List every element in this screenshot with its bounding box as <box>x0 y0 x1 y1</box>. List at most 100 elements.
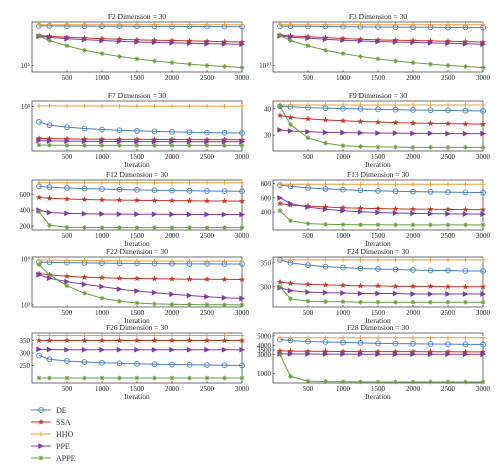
x-tick-label: 3000 <box>476 309 491 317</box>
data-point <box>64 346 71 353</box>
data-point <box>276 200 284 207</box>
x-axis-label: Iteration <box>365 160 391 169</box>
data-point <box>169 39 176 46</box>
data-point <box>375 188 381 194</box>
subplot-title: F3 Dimension = 30 <box>349 12 407 21</box>
data-point <box>480 211 487 218</box>
data-point <box>375 144 381 150</box>
data-point <box>47 272 52 278</box>
data-point <box>392 205 399 212</box>
data-point <box>445 299 451 305</box>
data-point <box>169 138 176 145</box>
data-point <box>357 265 364 272</box>
data-point <box>222 225 227 231</box>
data-point <box>480 299 486 305</box>
data-point <box>410 222 416 228</box>
data-point <box>410 181 416 187</box>
data-point <box>64 185 70 191</box>
data-point <box>187 258 192 264</box>
data-point <box>340 102 346 108</box>
data-point <box>340 37 347 44</box>
data-point <box>462 107 469 114</box>
series-ppe <box>36 33 246 48</box>
data-point <box>392 351 399 358</box>
data-point <box>99 375 105 381</box>
data-point <box>169 187 175 194</box>
data-point <box>305 22 311 28</box>
data-point <box>277 127 284 133</box>
data-point <box>134 138 141 145</box>
y-tick-label: 10³ <box>21 301 30 309</box>
data-point <box>428 299 433 305</box>
data-point <box>358 299 363 305</box>
data-point <box>357 282 364 289</box>
data-point <box>410 60 416 66</box>
y-tick-label: 10¹⁰ <box>259 62 271 70</box>
data-point <box>81 359 88 365</box>
x-tick-label: 1500 <box>371 309 386 317</box>
data-point <box>445 257 451 263</box>
data-point <box>410 379 416 385</box>
data-point <box>409 205 417 212</box>
data-point <box>168 337 176 344</box>
data-point <box>82 47 87 53</box>
data-point <box>340 129 347 136</box>
data-point <box>445 335 451 341</box>
x-tick-label: 2500 <box>200 232 215 240</box>
data-point <box>305 102 311 108</box>
data-point <box>151 337 158 344</box>
data-point <box>463 222 468 228</box>
data-point <box>393 144 398 150</box>
data-point <box>462 189 469 196</box>
data-point <box>239 225 245 231</box>
data-point <box>221 337 228 344</box>
data-point <box>187 225 192 231</box>
data-point <box>239 143 245 148</box>
data-point <box>64 43 70 49</box>
data-point <box>358 181 363 187</box>
data-point <box>480 291 487 297</box>
data-point <box>152 301 157 307</box>
data-point <box>277 33 283 38</box>
data-point <box>81 273 88 280</box>
data-point <box>99 211 106 217</box>
data-point <box>81 337 88 344</box>
data-point <box>82 103 87 109</box>
data-point <box>445 222 451 228</box>
data-point <box>375 379 381 385</box>
data-point <box>46 337 53 344</box>
data-point <box>463 257 468 263</box>
data-point <box>133 196 141 204</box>
data-point <box>357 351 364 358</box>
series-ssa <box>35 337 246 344</box>
data-point <box>204 22 210 28</box>
data-point <box>339 348 347 355</box>
x-tick-label: 3000 <box>235 385 250 393</box>
data-point <box>47 257 52 263</box>
subplot-title: F12 Dimension = 30 <box>106 170 168 179</box>
data-point <box>375 222 381 228</box>
data-point <box>480 22 486 28</box>
data-point <box>239 375 245 381</box>
data-point <box>393 299 398 305</box>
data-point <box>305 289 312 295</box>
y-tick-label: 30 <box>264 132 272 140</box>
data-point <box>287 200 294 207</box>
data-point <box>99 359 105 366</box>
x-tick-label: 1000 <box>95 74 110 82</box>
data-point <box>323 22 328 28</box>
data-point <box>410 351 417 358</box>
data-point <box>479 283 487 290</box>
data-point <box>462 40 469 47</box>
subplot-title: F28 Dimension = 30 <box>347 323 409 332</box>
data-point <box>410 188 416 195</box>
data-point <box>340 379 346 385</box>
data-point <box>410 130 417 137</box>
data-point <box>375 266 381 272</box>
data-point <box>169 22 175 28</box>
legend-marker <box>38 443 45 449</box>
x-tick-label: 2500 <box>441 309 456 317</box>
data-point <box>169 103 175 109</box>
data-point <box>375 299 381 305</box>
data-point <box>134 333 140 338</box>
